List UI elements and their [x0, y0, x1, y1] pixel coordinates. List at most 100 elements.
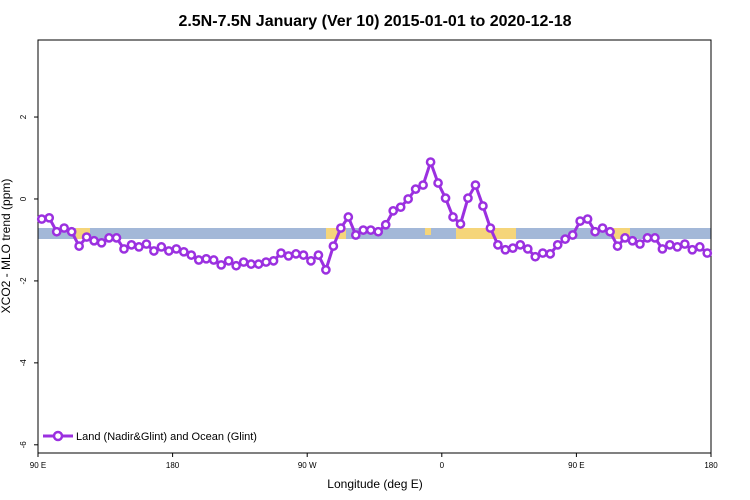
point [149, 246, 159, 256]
y-tick-label: 2 [19, 114, 28, 119]
point [66, 226, 77, 237]
point [575, 216, 585, 226]
point [485, 223, 496, 233]
point [455, 219, 466, 229]
x-tick-label: 90 E [30, 461, 46, 470]
point [642, 233, 653, 243]
point [216, 260, 227, 270]
point [597, 223, 608, 233]
series-line [41, 157, 709, 274]
x-tick-label: 90 E [568, 461, 584, 470]
point [627, 235, 638, 246]
point [313, 250, 324, 260]
point [59, 223, 70, 233]
point [507, 243, 518, 253]
point [410, 184, 421, 194]
point [522, 244, 533, 254]
point [463, 193, 473, 204]
point [448, 212, 458, 222]
point [104, 233, 114, 243]
x-axis-label: Longitude (deg E) [327, 477, 422, 491]
point [283, 251, 294, 261]
point [178, 246, 189, 257]
point [687, 244, 698, 255]
point [268, 255, 279, 266]
point [620, 233, 630, 243]
point [81, 232, 92, 242]
point [425, 157, 436, 167]
point [418, 180, 428, 190]
point [223, 255, 234, 266]
y-tick-label: 0 [19, 196, 28, 201]
point [612, 241, 623, 251]
point [358, 225, 369, 235]
point [298, 250, 309, 260]
point [156, 242, 167, 252]
point [201, 253, 212, 264]
point [336, 223, 346, 233]
point [493, 240, 503, 250]
point [261, 257, 271, 267]
y-tick-label: -6 [19, 441, 28, 449]
point [321, 265, 331, 275]
point [343, 212, 354, 222]
x-tick-label: 180 [704, 461, 718, 470]
point [403, 194, 413, 204]
point [171, 244, 182, 254]
point [186, 250, 197, 260]
point [470, 180, 481, 190]
point [605, 226, 615, 237]
point [635, 239, 645, 249]
point [373, 226, 384, 237]
point [702, 248, 713, 258]
point [694, 242, 705, 252]
point [306, 255, 316, 266]
point [36, 214, 47, 224]
y-tick-label: -2 [19, 277, 28, 285]
plot-frame [37, 39, 712, 454]
x-tick-label: 0 [440, 461, 445, 470]
point [545, 249, 556, 259]
point [537, 248, 548, 258]
point [552, 240, 563, 250]
point [276, 248, 286, 258]
point [231, 260, 242, 271]
point [350, 230, 361, 240]
point [141, 239, 152, 249]
point [291, 249, 301, 259]
point [44, 212, 55, 223]
point [500, 244, 511, 255]
point [164, 246, 174, 256]
point [365, 225, 376, 235]
point [111, 233, 122, 243]
point [89, 235, 99, 246]
point [672, 242, 683, 252]
point [582, 214, 593, 224]
point [96, 237, 107, 248]
point [433, 178, 443, 188]
chart-title: 2.5N-7.5N January (Ver 10) 2015-01-01 to… [178, 13, 571, 30]
point [440, 193, 451, 204]
point [238, 257, 249, 267]
point [134, 242, 144, 252]
point [560, 234, 571, 244]
point [679, 239, 690, 249]
point [126, 240, 137, 250]
point [246, 259, 256, 269]
point [515, 240, 526, 250]
y-axis-label: XCO2 - MLO trend (ppm) [0, 179, 13, 314]
point [657, 244, 668, 254]
point [119, 244, 129, 254]
y-tick-label: -4 [19, 359, 28, 367]
point [395, 202, 406, 213]
point [253, 259, 264, 269]
legend-marker [52, 430, 64, 442]
legend-label: Land (Nadir&Glint) and Ocean (Glint) [76, 431, 257, 443]
point [74, 241, 84, 251]
point [650, 233, 660, 243]
point [478, 201, 488, 211]
x-tick-label: 180 [166, 461, 180, 470]
point [590, 226, 600, 237]
